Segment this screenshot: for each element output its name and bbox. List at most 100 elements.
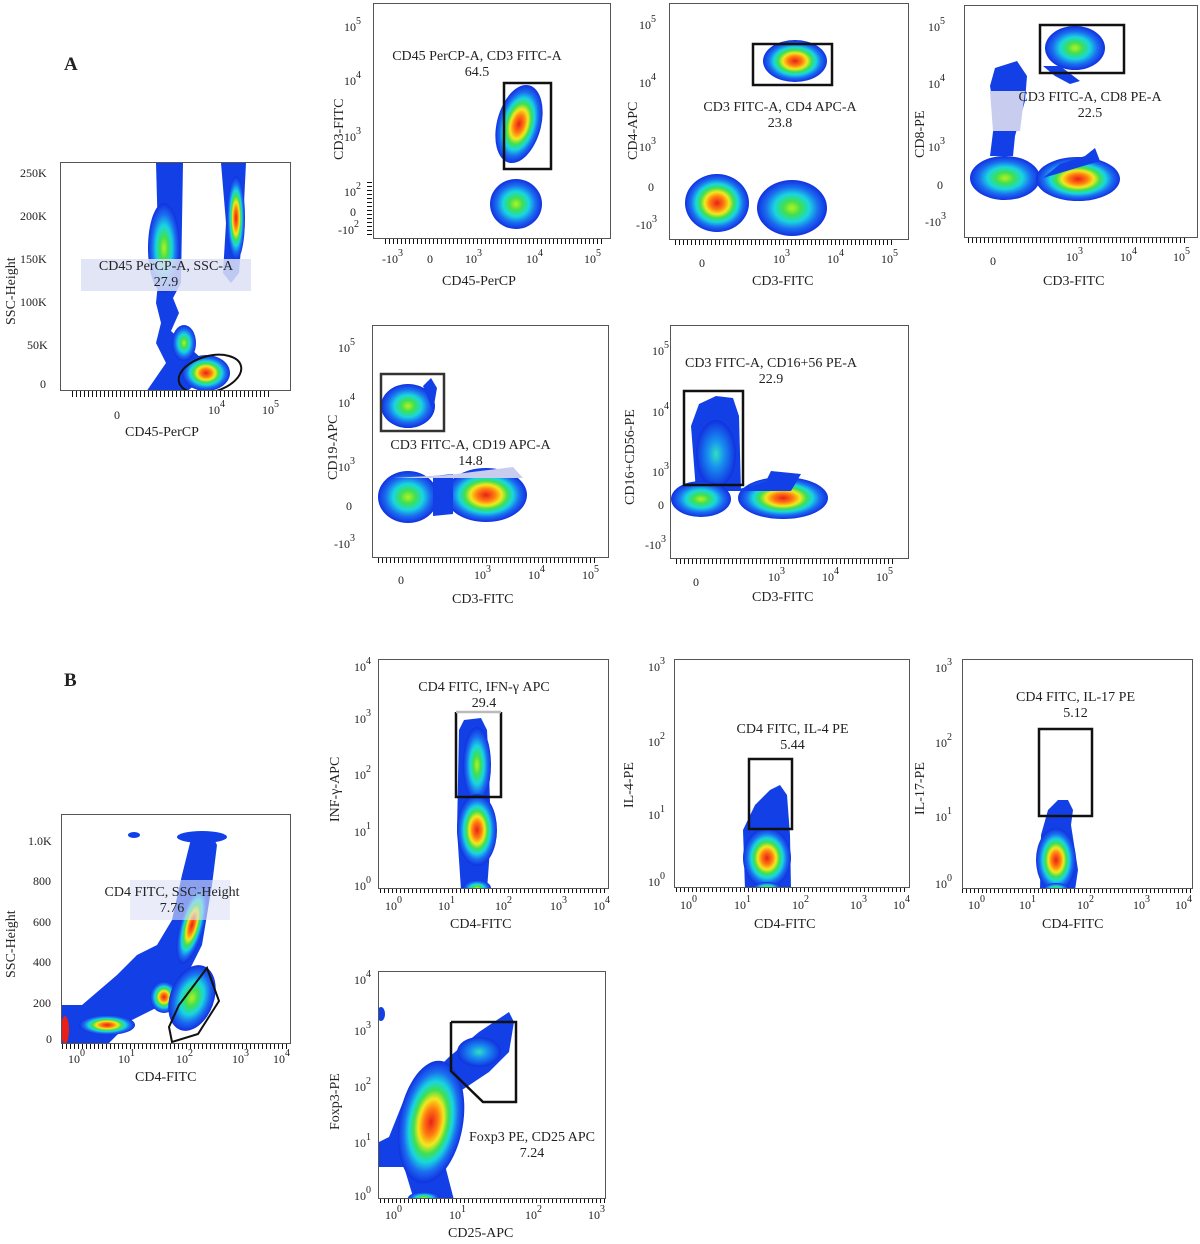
x-tick: 103	[232, 1048, 249, 1066]
plot-area: Foxp3 PE, CD25 APC 7.24	[378, 971, 606, 1199]
x-tick: 102	[495, 895, 512, 913]
x-tick: 102	[792, 894, 809, 912]
y-axis-label: IL-4-PE	[622, 762, 637, 808]
x-tick: 102	[525, 1204, 542, 1222]
y-tick: 102	[354, 764, 371, 782]
plot-area: CD3 FITC-A, CD4 APC-A 23.8	[669, 3, 909, 240]
panel-letter-a: A	[64, 54, 78, 75]
y-tick: 103	[652, 461, 669, 479]
x-axis-ticks	[385, 239, 605, 244]
y-tick: 104	[928, 73, 945, 91]
y-tick: 0	[346, 499, 352, 513]
y-tick: -103	[334, 533, 355, 551]
y-tick: 101	[354, 821, 371, 839]
y-axis-label: CD8-PE	[913, 110, 928, 158]
gate-percent: 7.24	[519, 1146, 545, 1161]
y-tick: 800	[33, 874, 51, 888]
y-tick: 102	[344, 181, 361, 199]
gate-percent: 5.44	[780, 738, 805, 753]
x-tick: 103	[550, 895, 567, 913]
y-axis-label: IL-17-PE	[913, 762, 928, 815]
gate-name: CD45 PerCP-A, SSC-A	[98, 259, 234, 274]
x-tick: -103	[382, 248, 403, 266]
x-tick: 104	[1175, 894, 1192, 912]
y-tick: 103	[344, 126, 361, 144]
gate-name: Foxp3 PE, CD25 APC	[468, 1130, 596, 1145]
x-axis-ticks	[676, 559, 896, 564]
x-tick: 105	[582, 564, 599, 582]
y-tick: 0	[658, 498, 664, 512]
gate-name: CD4 FITC, IL-4 PE	[736, 722, 849, 737]
y-tick: 105	[928, 16, 945, 34]
y-axis-label: CD16+CD56-PE	[623, 409, 638, 505]
y-tick: 103	[639, 136, 656, 154]
x-axis-ticks	[962, 889, 1192, 893]
x-axis-ticks	[968, 238, 1188, 243]
y-tick: 100	[354, 875, 371, 893]
x-tick: 105	[262, 399, 279, 417]
x-axis-label: CD3-FITC	[1043, 274, 1105, 289]
gate-percent: 29.4	[471, 696, 497, 711]
x-tick: 101	[734, 894, 751, 912]
gate-label: CD45 PerCP-A, CD3 FITC-A 64.5	[374, 49, 580, 81]
plot-area: CD4 FITC, IL-17 PE 5.12	[962, 659, 1193, 889]
x-tick: 105	[1173, 246, 1190, 264]
y-tick: 103	[354, 708, 371, 726]
plot-area: CD4 FITC, SSC-Height 7.76	[61, 814, 291, 1044]
y-tick: -102	[338, 219, 359, 237]
y-tick: 103	[354, 1020, 371, 1038]
gate-percent: 5.12	[1063, 706, 1088, 721]
y-tick: 102	[354, 1076, 371, 1094]
x-axis-ticks	[380, 1199, 605, 1203]
gate-label: CD4 FITC, SSC-Height 7.76	[87, 885, 257, 917]
x-tick: 104	[827, 248, 844, 266]
y-tick: 150K	[20, 252, 47, 266]
x-tick: 103	[465, 248, 482, 266]
y-tick: 0	[46, 1032, 52, 1046]
y-tick: 101	[935, 806, 952, 824]
x-axis-label: CD45-PerCP	[125, 425, 199, 440]
y-tick: 0	[937, 178, 943, 192]
x-axis-ticks	[675, 240, 895, 245]
y-tick: 0	[648, 180, 654, 194]
gate-name: CD4 FITC, IFN-γ APC	[418, 680, 550, 695]
gate-percent: 23.8	[767, 116, 793, 131]
plot-area: CD45 PerCP-A, CD3 FITC-A 64.5	[373, 3, 611, 239]
y-tick: -103	[925, 211, 946, 229]
y-tick: 104	[344, 70, 361, 88]
x-tick: 105	[584, 248, 601, 266]
x-axis-label: CD3-FITC	[452, 592, 514, 607]
x-tick: 0	[699, 256, 705, 270]
y-tick: 100	[354, 1185, 371, 1203]
x-tick: 104	[893, 894, 910, 912]
x-tick: 104	[822, 566, 839, 584]
y-axis-label: Foxp3-PE	[328, 1073, 343, 1130]
y-tick: 105	[652, 340, 669, 358]
x-tick: 100	[385, 1204, 402, 1222]
gate-percent: 14.8	[458, 454, 483, 469]
y-tick: 103	[648, 656, 665, 674]
x-axis-label: CD3-FITC	[752, 274, 814, 289]
gate-name: CD3 FITC-A, CD4 APC-A	[703, 100, 857, 115]
y-tick: 104	[338, 392, 355, 410]
gate-percent: 27.9	[153, 275, 179, 290]
y-tick: 105	[338, 337, 355, 355]
x-axis-label: CD3-FITC	[752, 590, 814, 605]
gate-label: CD3 FITC-A, CD4 APC-A 23.8	[680, 100, 880, 132]
gate-name: CD3 FITC-A, CD8 PE-A	[1018, 90, 1162, 105]
y-tick: 102	[935, 732, 952, 750]
x-tick: 103	[474, 564, 491, 582]
y-tick: 103	[338, 456, 355, 474]
gate-label: CD4 FITC, IFN-γ APC 29.4	[399, 680, 569, 712]
panel-letter-b: B	[64, 670, 77, 691]
y-tick: 0	[40, 377, 46, 391]
x-axis-ticks	[380, 889, 606, 893]
x-axis-ticks	[72, 391, 272, 397]
x-tick: 102	[1077, 894, 1094, 912]
plot-area: CD3 FITC-A, CD19 APC-A 14.8	[372, 325, 609, 558]
y-tick: 103	[928, 136, 945, 154]
x-tick: 103	[773, 248, 790, 266]
x-tick: 100	[680, 894, 697, 912]
plot-area: CD45 PerCP-A, SSC-A 27.9	[60, 162, 291, 391]
y-axis-label: CD3-FITC	[332, 98, 347, 160]
